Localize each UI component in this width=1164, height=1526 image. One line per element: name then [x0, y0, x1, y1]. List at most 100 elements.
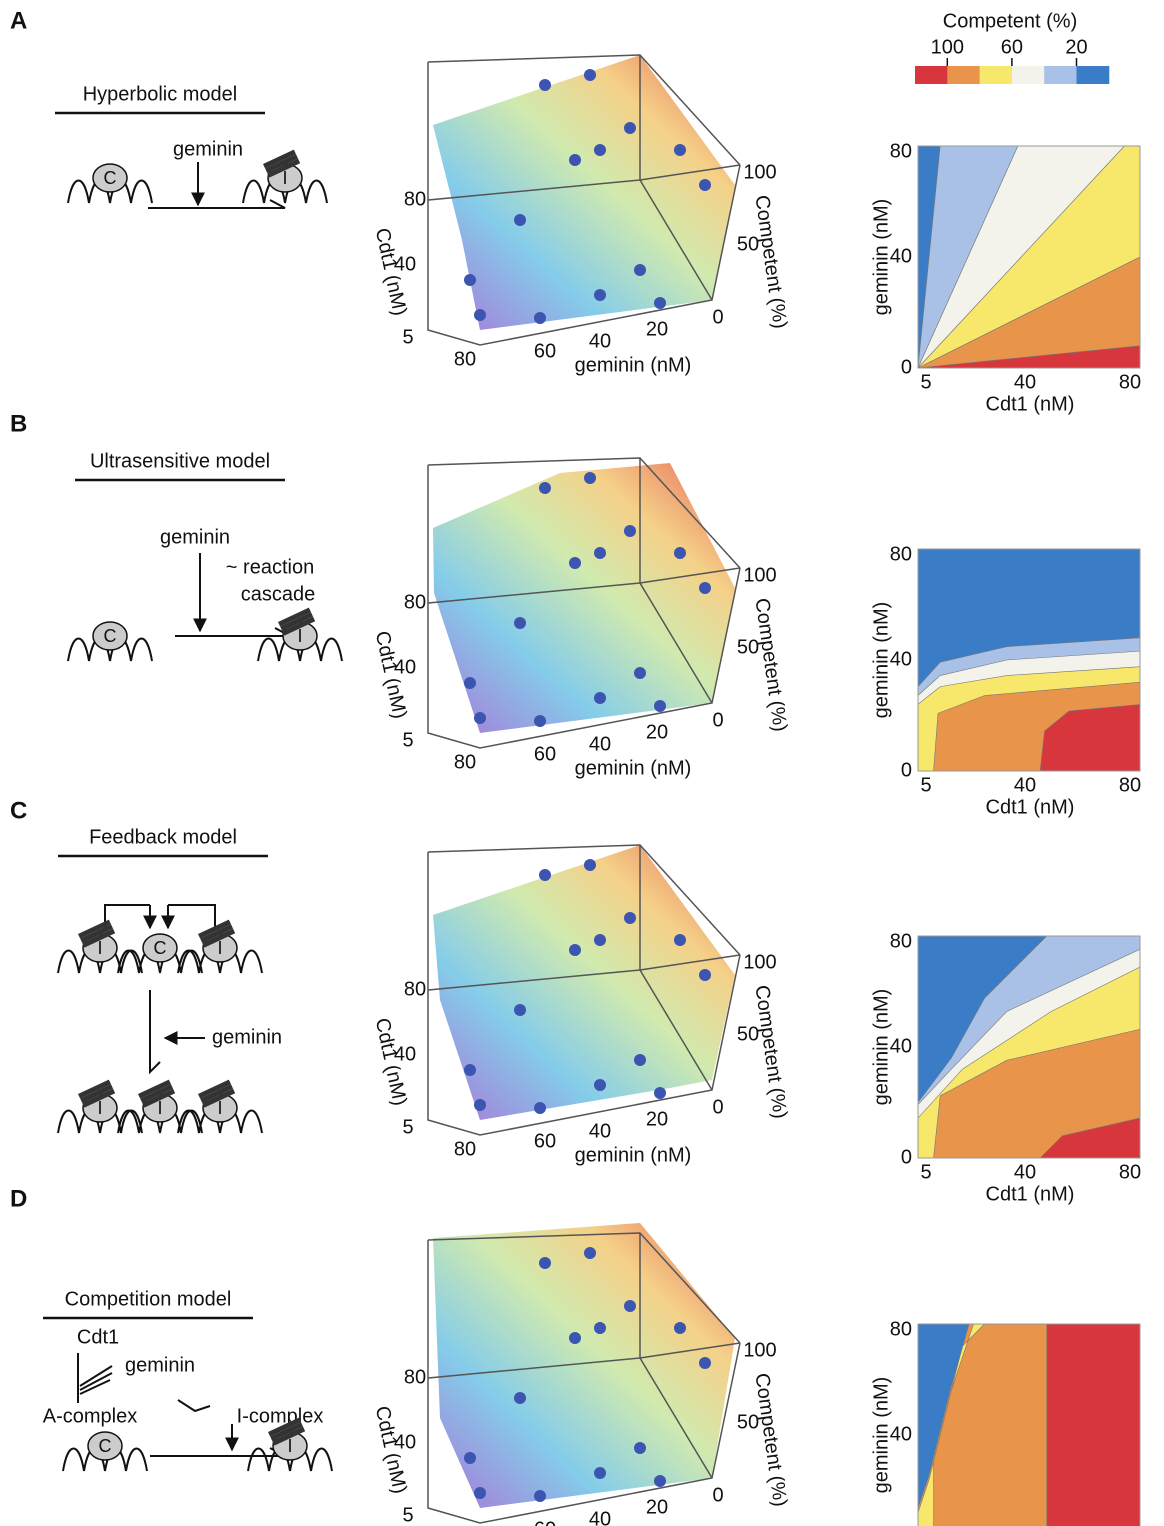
protein-label: C [104, 168, 117, 188]
data-dot [584, 69, 596, 81]
diagram-label: Cdt1 [77, 1326, 119, 1348]
cdt1-tick-label: 5 [402, 729, 413, 751]
surface [433, 845, 735, 1120]
geminin-bar [200, 924, 234, 944]
cdt1-tick-label: 40 [394, 1043, 416, 1065]
data-dot [699, 1357, 711, 1369]
geminin-bar [268, 1417, 301, 1437]
protein-label: I [217, 938, 222, 958]
panel: A Hyperbolic model geminin C I 80 40 5 Cdt1 (nM)… [10, 7, 1141, 415]
data-dot [674, 144, 686, 156]
data-dot [594, 692, 606, 704]
data-dot [654, 297, 666, 309]
x-tick-label: 40 [1014, 1161, 1036, 1183]
z-tick-label: 0 [712, 709, 723, 731]
geminin-tick-label: 20 [646, 1496, 668, 1518]
x-axis-label: Cdt1 (nM) [986, 1183, 1075, 1205]
connector [177, 1399, 211, 1413]
data-dot [584, 1247, 596, 1259]
z-axis-label: Competent (%) [750, 1372, 791, 1508]
data-dot [594, 1467, 606, 1479]
geminin-bar [138, 1079, 171, 1099]
data-dot [474, 1487, 486, 1499]
colorbar-tick-label: 20 [1065, 36, 1087, 58]
data-dot [654, 700, 666, 712]
z-tick-label: 50 [737, 636, 759, 658]
cdt1-tick-label: 80 [404, 188, 426, 210]
dna [62, 1447, 148, 1472]
colorbar-swatch [1011, 66, 1045, 84]
dna [67, 637, 153, 662]
y-tick-label: 0 [901, 1146, 912, 1168]
data-dot [674, 934, 686, 946]
geminin-tick-label: 20 [646, 721, 668, 743]
dna [117, 949, 203, 974]
z-tick-label: 50 [737, 233, 759, 255]
z-tick-label: 0 [712, 306, 723, 328]
data-dot [534, 1102, 546, 1114]
cdt1-tick-label: 5 [402, 326, 413, 348]
geminin-tick-label: 60 [534, 743, 556, 765]
geminin-tick-label: 20 [646, 318, 668, 340]
geminin-tick-label: 60 [534, 1130, 556, 1152]
y-tick-label: 40 [890, 245, 912, 267]
data-dot [464, 274, 476, 286]
geminin-bar [198, 1079, 231, 1099]
dna [242, 179, 328, 204]
connector [79, 1365, 113, 1387]
data-dot [474, 1099, 486, 1111]
model-title: Competition model [65, 1288, 232, 1310]
protein [87, 1431, 123, 1461]
y-tick-label: 40 [890, 648, 912, 670]
diagram-label: geminin [160, 526, 230, 548]
diagram-label: I-complex [237, 1405, 324, 1427]
dna [177, 949, 263, 974]
geminin-bar [272, 1426, 306, 1446]
z-tick-label: 100 [743, 951, 776, 973]
diagram-label: geminin [173, 138, 243, 160]
panel-letter: C [10, 797, 27, 824]
plot-frame [917, 145, 1141, 369]
colorbar-tick-label: 100 [931, 36, 964, 58]
contour-region [1046, 1323, 1141, 1526]
connector [79, 1372, 113, 1391]
x-tick-label: 80 [1119, 371, 1141, 393]
data-dot [464, 1452, 476, 1464]
colorbar-swatch [1076, 66, 1110, 84]
connector [168, 904, 216, 930]
data-dot [534, 715, 546, 727]
protein [142, 933, 178, 963]
x-tick-label: 40 [1014, 371, 1036, 393]
surface [433, 1223, 735, 1508]
cdt1-tick-label: 5 [402, 1504, 413, 1526]
geminin-bar [78, 1079, 111, 1099]
cdt1-tick-label: 40 [394, 1431, 416, 1453]
protein-label: C [99, 1436, 112, 1456]
y-tick-label: 80 [890, 1318, 912, 1340]
connector [149, 990, 161, 1075]
geminin-bar [142, 1088, 176, 1108]
data-dot [624, 1300, 636, 1312]
data-dot [634, 1442, 646, 1454]
geminin-tick-label: 20 [646, 1108, 668, 1130]
box-edge [427, 844, 741, 1136]
panel: D Competition model Cdt1 geminin A-complex I-… [10, 1185, 1141, 1526]
y-axis-label: geminin (nM) [870, 199, 892, 316]
z-axis-label: Competent (%) [750, 984, 791, 1120]
dna [57, 1109, 143, 1134]
data-dot [569, 944, 581, 956]
dna [117, 1109, 203, 1134]
data-dot [569, 1332, 581, 1344]
data-dot [474, 712, 486, 724]
cdt1-tick-label: 80 [404, 591, 426, 613]
geminin-bar [278, 607, 311, 627]
colorbar-title: Competent (%) [943, 10, 1078, 32]
protein-label: I [97, 1098, 102, 1118]
data-dot [699, 969, 711, 981]
data-dot [539, 869, 551, 881]
dna [247, 1447, 333, 1472]
data-dot [634, 667, 646, 679]
data-dot [464, 1064, 476, 1076]
